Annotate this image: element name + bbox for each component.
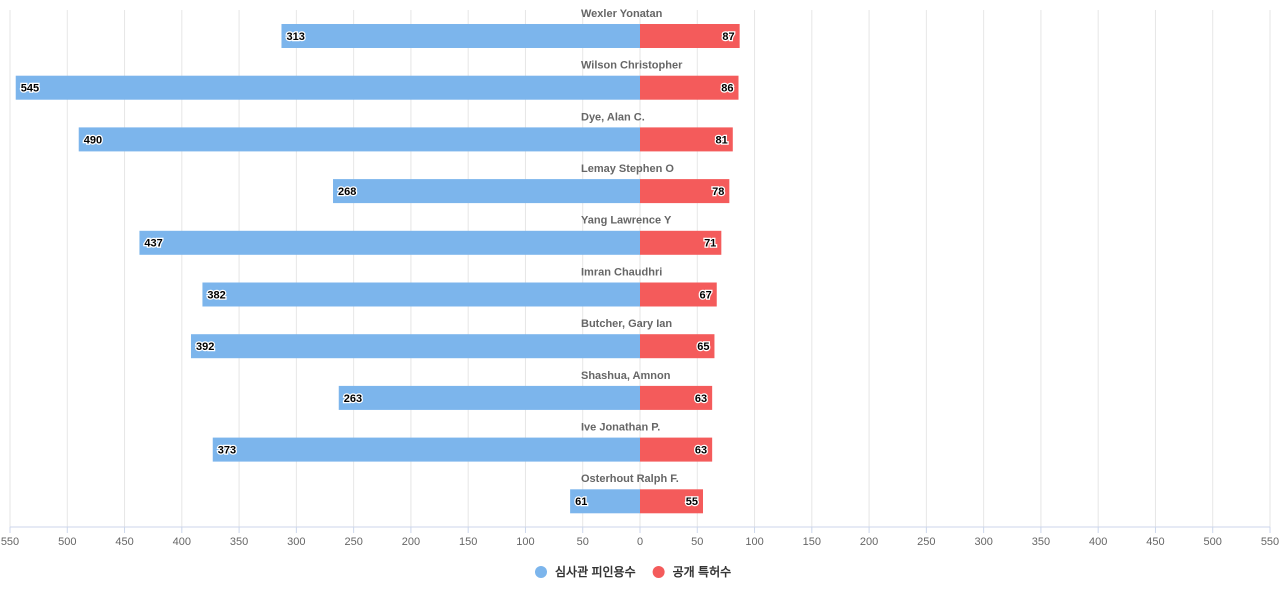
x-tick-label: 350 <box>1032 536 1050 548</box>
x-tick-label: 400 <box>173 536 191 548</box>
x-tick-label: 150 <box>803 536 821 548</box>
bar <box>640 75 739 100</box>
x-tick-label: 450 <box>115 536 133 548</box>
x-tick-label: 450 <box>1146 536 1164 548</box>
x-tick-label: 100 <box>745 536 763 548</box>
data-label: 373 <box>218 445 236 457</box>
bar <box>281 24 640 48</box>
bar <box>333 179 640 204</box>
data-label: 81 <box>716 134 728 146</box>
data-label: 86 <box>721 83 733 95</box>
data-label: 71 <box>704 238 716 250</box>
data-label: 313 <box>286 31 304 43</box>
bar <box>640 24 740 48</box>
data-label: 65 <box>697 341 709 353</box>
category-label: Lemay Stephen O <box>581 163 674 175</box>
legend-marker <box>535 566 547 578</box>
bar <box>78 127 640 152</box>
bar <box>338 385 640 410</box>
bar <box>640 437 713 462</box>
x-tick-label: 300 <box>974 536 992 548</box>
bar <box>212 437 640 462</box>
x-tick-label: 250 <box>917 536 935 548</box>
data-label: 78 <box>712 186 724 198</box>
x-tick-label: 50 <box>577 536 589 548</box>
x-tick-label: 0 <box>637 536 643 548</box>
bar <box>640 282 717 307</box>
bar <box>640 230 722 255</box>
legend-label: 공개 특허수 <box>673 564 732 579</box>
category-label: Wexler Yonatan <box>581 8 663 20</box>
x-tick-label: 500 <box>58 536 76 548</box>
category-label: Imran Chaudhri <box>581 266 662 278</box>
data-label: 63 <box>695 445 707 457</box>
x-tick-label: 400 <box>1089 536 1107 548</box>
category-label: Wilson Christopher <box>581 60 683 72</box>
bar <box>139 230 640 255</box>
x-tick-label: 350 <box>230 536 248 548</box>
data-label: 55 <box>686 496 698 508</box>
category-label: Ive Jonathan P. <box>581 422 660 434</box>
bar <box>202 282 640 307</box>
legend-marker <box>652 566 665 578</box>
bar <box>640 179 730 204</box>
data-label: 61 <box>575 496 587 508</box>
category-label: Osterhout Ralph F. <box>581 473 679 485</box>
x-tick-label: 550 <box>1 536 19 548</box>
x-tick-label: 200 <box>860 536 878 548</box>
bar <box>190 334 640 359</box>
bar <box>640 489 703 514</box>
x-tick-label: 550 <box>1261 536 1279 548</box>
data-label: 382 <box>207 289 225 301</box>
data-label: 67 <box>699 289 711 301</box>
x-tick-label: 50 <box>691 536 703 548</box>
bar <box>570 489 640 514</box>
x-tick-label: 100 <box>516 536 534 548</box>
bar <box>640 334 715 359</box>
data-label: 263 <box>344 393 362 405</box>
x-tick-label: 250 <box>344 536 362 548</box>
data-label: 490 <box>84 134 102 146</box>
x-tick-label: 300 <box>287 536 305 548</box>
bar <box>640 127 733 152</box>
data-label: 437 <box>144 238 162 250</box>
data-label: 63 <box>695 393 707 405</box>
category-label: Shashua, Amnon <box>581 370 671 382</box>
data-label: 268 <box>338 186 356 198</box>
x-tick-label: 500 <box>1204 536 1222 548</box>
bar <box>15 75 640 100</box>
x-tick-label: 200 <box>402 536 420 548</box>
category-label: Yang Lawrence Y <box>581 215 672 227</box>
x-tick-label: 150 <box>459 536 477 548</box>
data-label: 545 <box>21 83 39 95</box>
bar <box>640 385 713 410</box>
category-label: Dye, Alan C. <box>581 111 645 123</box>
category-label: Butcher, Gary Ian <box>581 318 672 330</box>
data-label: 392 <box>196 341 214 353</box>
data-label: 87 <box>722 31 734 43</box>
legend-label: 심사관 피인용수 <box>555 564 636 579</box>
